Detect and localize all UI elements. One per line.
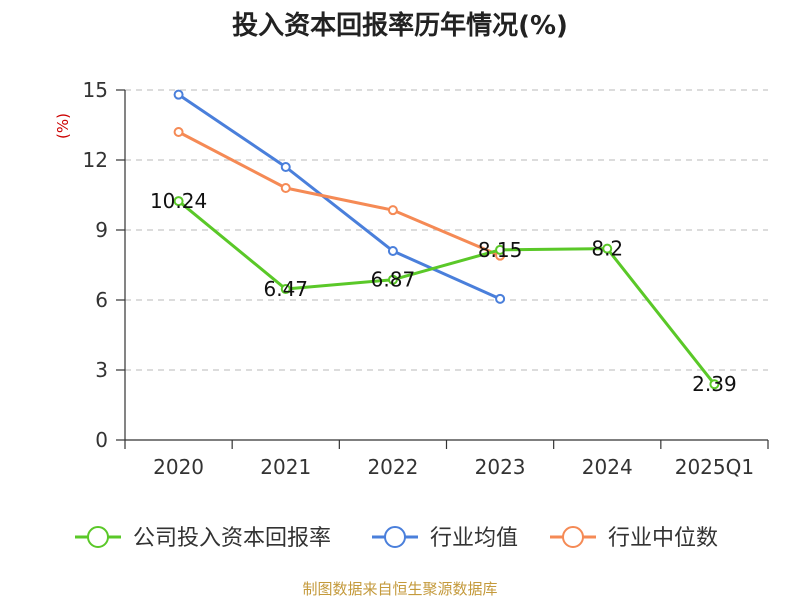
y-tick-label-0: 0 [95, 428, 108, 452]
point-1-2022 [387, 246, 398, 256]
data-label-2025Q1: 2.39 [692, 372, 737, 396]
y-axis-label: (%) [54, 113, 72, 139]
y-tick-label-9: 9 [95, 218, 108, 242]
point-2-2022 [387, 205, 398, 216]
legend-label-2: 行业中位数 [608, 526, 718, 551]
y-tick-label-6: 6 [95, 288, 108, 312]
legend-marker-0 [87, 526, 109, 548]
series-2 [173, 127, 506, 261]
data-label-2021: 6.47 [263, 277, 308, 301]
data-label-2022: 6.87 [371, 268, 416, 292]
y-tick-label-3: 3 [95, 358, 108, 382]
point-0-2023 [495, 244, 506, 255]
point-0-2021 [280, 284, 291, 295]
axes: 0 3 6 9 12 15 2020 2021 2022 2023 2024 2025Q1 [83, 78, 769, 479]
x-tick-label-2022: 2022 [367, 455, 418, 479]
legend-marker-2 [562, 526, 584, 548]
legend-item-2: 行业中位数 [550, 526, 718, 551]
point-0-2025Q1 [709, 379, 720, 390]
point-1-2023 [495, 293, 506, 304]
series-line-1 [177, 93, 502, 301]
legend-label-0: 公司投入资本回报率 [133, 526, 331, 551]
y-tick-label-12: 12 [83, 148, 108, 172]
data-labels: 10.24 6.47 6.87 8.15 8.2 2.39 [150, 189, 737, 396]
x-tick-label-2024: 2024 [582, 455, 633, 479]
legend-item-0: 公司投入资本回报率 [75, 526, 331, 551]
legend-marker-1 [384, 526, 406, 548]
grid-lines [125, 89, 768, 371]
y-tick-label-15: 15 [83, 78, 108, 102]
series-1 [173, 89, 506, 304]
data-label-2023: 8.15 [478, 238, 523, 262]
series-line-0 [177, 199, 716, 386]
point-1-2021 [280, 162, 291, 172]
series-0 [173, 196, 720, 390]
point-1-2020 [173, 89, 184, 100]
point-2-2021 [280, 183, 291, 193]
point-0-2022 [387, 274, 398, 285]
point-2-2020 [173, 127, 184, 137]
point-0-2024 [602, 243, 613, 254]
legend-label-1: 行业均值 [430, 526, 518, 551]
legend-item-1: 行业均值 [372, 526, 518, 551]
x-tick-label-2023: 2023 [475, 455, 526, 479]
point-0-2020 [173, 196, 184, 207]
chart-title: 投入资本回报率历年情况(%) [232, 10, 568, 41]
series-lines [173, 89, 720, 390]
x-tick-label-2021: 2021 [260, 455, 311, 479]
source-note: 制图数据来自恒生聚源数据库 [302, 580, 497, 598]
legend: 公司投入资本回报率 行业均值 行业中位数 [75, 526, 718, 551]
x-tick-label-2020: 2020 [153, 455, 204, 479]
series-line-2 [177, 130, 502, 258]
data-label-2024: 8.2 [591, 237, 623, 261]
data-label-2020: 10.24 [150, 189, 207, 213]
x-tick-label-2025Q1: 2025Q1 [675, 455, 754, 479]
